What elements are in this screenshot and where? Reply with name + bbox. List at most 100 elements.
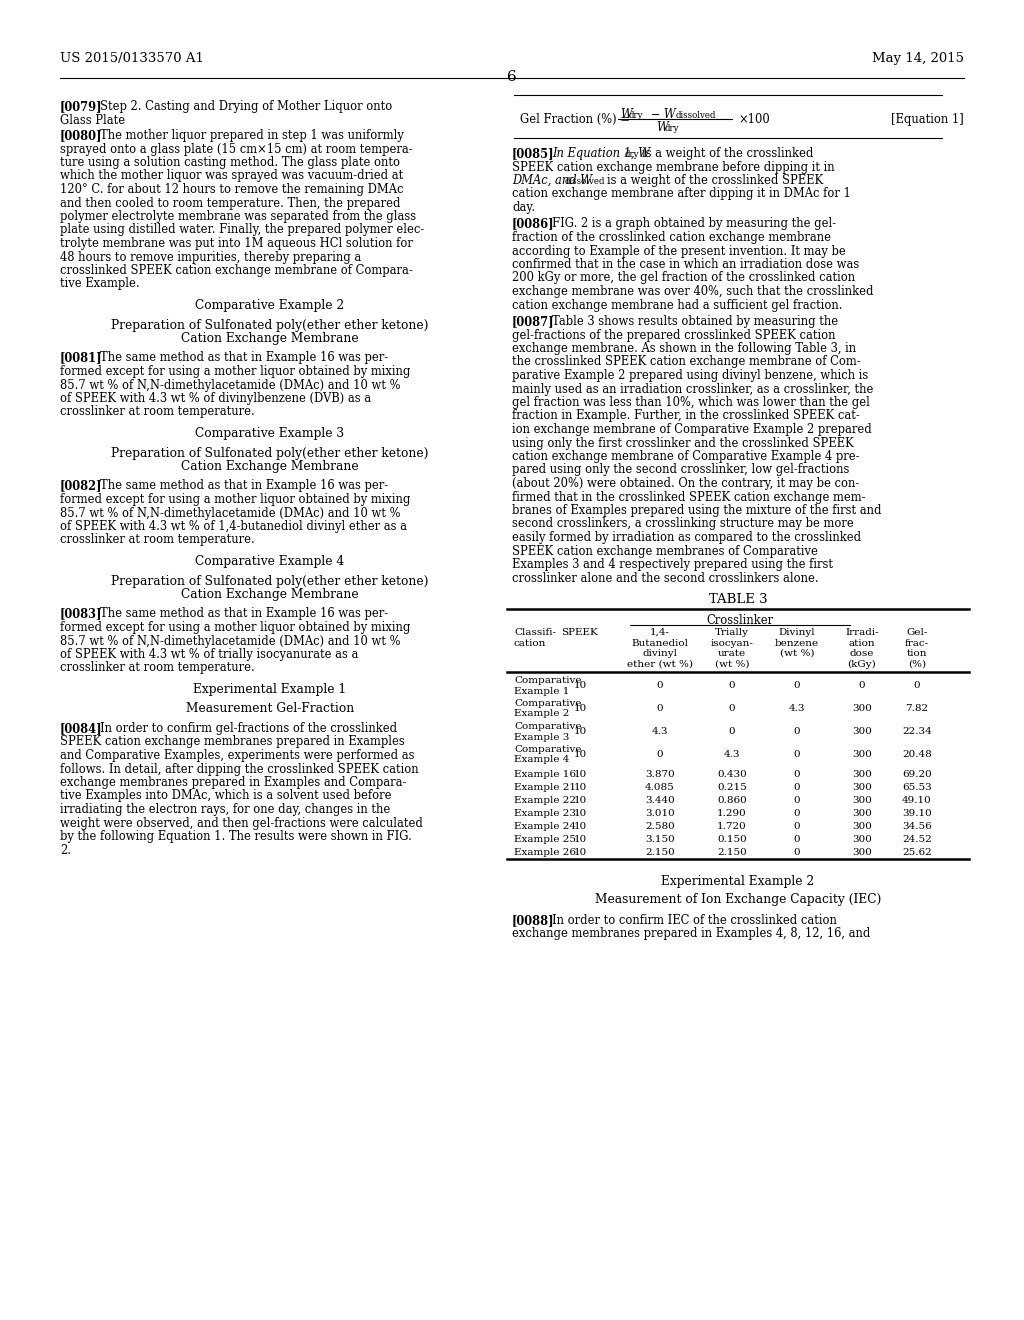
Text: Example 23: Example 23: [514, 809, 575, 818]
Text: 1,4-: 1,4-: [650, 628, 670, 638]
Text: Preparation of Sulfonated poly(ether ether ketone): Preparation of Sulfonated poly(ether eth…: [112, 446, 429, 459]
Text: cation exchange membrane after dipping it in DMAc for 1: cation exchange membrane after dipping i…: [512, 187, 851, 201]
Text: formed except for using a mother liquor obtained by mixing: formed except for using a mother liquor …: [60, 366, 411, 378]
Text: 10: 10: [573, 809, 587, 818]
Text: 120° C. for about 12 hours to remove the remaining DMAc: 120° C. for about 12 hours to remove the…: [60, 183, 403, 195]
Text: 2.: 2.: [60, 843, 71, 857]
Text: [0086]: [0086]: [512, 218, 555, 231]
Text: day.: day.: [512, 201, 536, 214]
Text: 0: 0: [729, 681, 735, 690]
Text: 3.440: 3.440: [645, 796, 675, 805]
Text: the crosslinked SPEEK cation exchange membrane of Com-: the crosslinked SPEEK cation exchange me…: [512, 355, 860, 368]
Text: of SPEEK with 4.3 wt % of trially isocyanurate as a: of SPEEK with 4.3 wt % of trially isocya…: [60, 648, 358, 661]
Text: 2.580: 2.580: [645, 822, 675, 832]
Text: 0: 0: [729, 704, 735, 713]
Text: (kGy): (kGy): [848, 660, 877, 669]
Text: 3.010: 3.010: [645, 809, 675, 818]
Text: ether (wt %): ether (wt %): [627, 660, 693, 668]
Text: Comparative Example 3: Comparative Example 3: [196, 426, 344, 440]
Text: 0: 0: [729, 727, 735, 737]
Text: divinyl: divinyl: [642, 649, 678, 657]
Text: 25.62: 25.62: [902, 847, 932, 857]
Text: fraction of the crosslinked cation exchange membrane: fraction of the crosslinked cation excha…: [512, 231, 831, 244]
Text: 1.720: 1.720: [717, 822, 746, 832]
Text: which the mother liquor was sprayed was vacuum-dried at: which the mother liquor was sprayed was …: [60, 169, 403, 182]
Text: [0088]: [0088]: [512, 913, 555, 927]
Text: 0.150: 0.150: [717, 836, 746, 843]
Text: 0.860: 0.860: [717, 796, 746, 805]
Text: 10: 10: [573, 727, 587, 737]
Text: Irradi-: Irradi-: [845, 628, 879, 638]
Text: dry: dry: [665, 124, 680, 133]
Text: crosslinked SPEEK cation exchange membrane of Compara-: crosslinked SPEEK cation exchange membra…: [60, 264, 413, 277]
Text: 3.870: 3.870: [645, 770, 675, 779]
Text: 0: 0: [656, 750, 664, 759]
Text: 22.34: 22.34: [902, 727, 932, 737]
Text: Measurement Gel-Fraction: Measurement Gel-Fraction: [186, 702, 354, 715]
Text: 10: 10: [573, 822, 587, 832]
Text: 10: 10: [573, 704, 587, 713]
Text: 4.085: 4.085: [645, 783, 675, 792]
Text: urate: urate: [718, 649, 746, 657]
Text: [0081]: [0081]: [60, 351, 102, 364]
Text: Example 22: Example 22: [514, 796, 575, 805]
Text: 300: 300: [852, 750, 872, 759]
Text: ion exchange membrane of Comparative Example 2 prepared: ion exchange membrane of Comparative Exa…: [512, 422, 871, 436]
Text: benzene: benzene: [775, 639, 819, 648]
Text: and then cooled to room temperature. Then, the prepared: and then cooled to room temperature. The…: [60, 197, 400, 210]
Text: Comparative: Comparative: [514, 722, 582, 731]
Text: exchange membranes prepared in Examples 4, 8, 12, 16, and: exchange membranes prepared in Examples …: [512, 928, 870, 940]
Text: Classifi-: Classifi-: [514, 628, 556, 638]
Text: [0083]: [0083]: [60, 607, 102, 620]
Text: 69.20: 69.20: [902, 770, 932, 779]
Text: 1.290: 1.290: [717, 809, 746, 818]
Text: Example 16: Example 16: [514, 770, 575, 779]
Text: 0: 0: [794, 727, 801, 737]
Text: crosslinker at room temperature.: crosslinker at room temperature.: [60, 661, 255, 675]
Text: The same method as that in Example 16 was per-: The same method as that in Example 16 wa…: [100, 351, 388, 364]
Text: Experimental Example 2: Experimental Example 2: [662, 875, 815, 888]
Text: 0: 0: [794, 750, 801, 759]
Text: US 2015/0133570 A1: US 2015/0133570 A1: [60, 51, 204, 65]
Text: fraction in Example. Further, in the crosslinked SPEEK cat-: fraction in Example. Further, in the cro…: [512, 409, 860, 422]
Text: formed except for using a mother liquor obtained by mixing: formed except for using a mother liquor …: [60, 620, 411, 634]
Text: 85.7 wt % of N,N-dimethylacetamide (DMAc) and 10 wt %: 85.7 wt % of N,N-dimethylacetamide (DMAc…: [60, 507, 400, 520]
Text: May 14, 2015: May 14, 2015: [872, 51, 964, 65]
Text: In order to confirm IEC of the crosslinked cation: In order to confirm IEC of the crosslink…: [552, 913, 837, 927]
Text: dissolved: dissolved: [676, 111, 717, 120]
Text: parative Example 2 prepared using divinyl benzene, which is: parative Example 2 prepared using diviny…: [512, 370, 868, 381]
Text: 10: 10: [573, 796, 587, 805]
Text: exchange membranes prepared in Examples and Compara-: exchange membranes prepared in Examples …: [60, 776, 407, 789]
Text: W: W: [656, 121, 668, 135]
Text: Examples 3 and 4 respectively prepared using the first: Examples 3 and 4 respectively prepared u…: [512, 558, 833, 572]
Text: 10: 10: [573, 836, 587, 843]
Text: 34.56: 34.56: [902, 822, 932, 832]
Text: 0: 0: [656, 704, 664, 713]
Text: Cation Exchange Membrane: Cation Exchange Membrane: [181, 333, 358, 345]
Text: isocyan-: isocyan-: [711, 639, 754, 648]
Text: formed except for using a mother liquor obtained by mixing: formed except for using a mother liquor …: [60, 492, 411, 506]
Text: cation: cation: [514, 639, 547, 648]
Text: Preparation of Sulfonated poly(ether ether ketone): Preparation of Sulfonated poly(ether eth…: [112, 574, 429, 587]
Text: SPEEK: SPEEK: [561, 628, 598, 638]
Text: follows. In detail, after dipping the crosslinked SPEEK cation: follows. In detail, after dipping the cr…: [60, 763, 419, 776]
Text: (about 20%) were obtained. On the contrary, it may be con-: (about 20%) were obtained. On the contra…: [512, 477, 859, 490]
Text: of SPEEK with 4.3 wt % of divinylbenzene (DVB) as a: of SPEEK with 4.3 wt % of divinylbenzene…: [60, 392, 371, 405]
Text: 0: 0: [794, 836, 801, 843]
Text: [0080]: [0080]: [60, 129, 102, 143]
Text: of SPEEK with 4.3 wt % of 1,4-butanediol divinyl ether as a: of SPEEK with 4.3 wt % of 1,4-butanediol…: [60, 520, 407, 533]
Text: 4.3: 4.3: [788, 704, 805, 713]
Text: 10: 10: [573, 783, 587, 792]
Text: Example 1: Example 1: [514, 686, 569, 696]
Text: 300: 300: [852, 847, 872, 857]
Text: Example 24: Example 24: [514, 822, 575, 832]
Text: 85.7 wt % of N,N-dimethylacetamide (DMAc) and 10 wt %: 85.7 wt % of N,N-dimethylacetamide (DMAc…: [60, 635, 400, 648]
Text: Example 26: Example 26: [514, 847, 575, 857]
Text: 20.48: 20.48: [902, 750, 932, 759]
Text: [0087]: [0087]: [512, 315, 555, 327]
Text: 300: 300: [852, 770, 872, 779]
Text: Gel-: Gel-: [906, 628, 928, 638]
Text: Table 3 shows results obtained by measuring the: Table 3 shows results obtained by measur…: [552, 315, 838, 327]
Text: firmed that in the crosslinked SPEEK cation exchange mem-: firmed that in the crosslinked SPEEK cat…: [512, 491, 865, 503]
Text: 85.7 wt % of N,N-dimethylacetamide (DMAc) and 10 wt %: 85.7 wt % of N,N-dimethylacetamide (DMAc…: [60, 379, 400, 392]
